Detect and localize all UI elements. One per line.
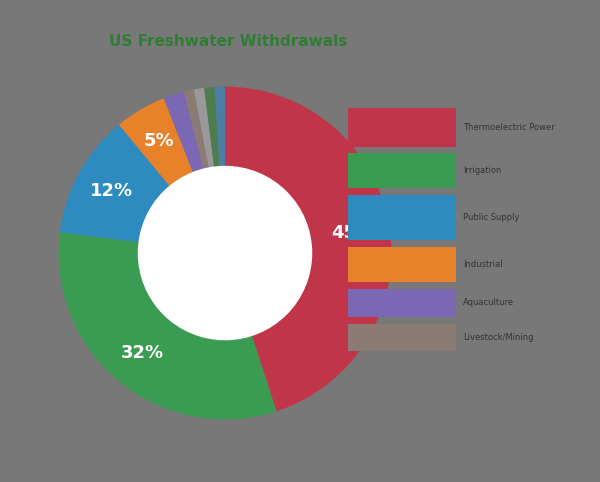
Circle shape	[139, 166, 311, 340]
Text: Aquaculture: Aquaculture	[463, 298, 514, 307]
FancyBboxPatch shape	[348, 323, 456, 351]
Wedge shape	[225, 87, 391, 411]
FancyBboxPatch shape	[348, 108, 456, 147]
Text: 12%: 12%	[89, 182, 133, 200]
Text: Livestock/Mining: Livestock/Mining	[463, 333, 534, 342]
Text: 32%: 32%	[121, 344, 164, 362]
Wedge shape	[215, 87, 225, 253]
Text: Irrigation: Irrigation	[463, 166, 502, 175]
Wedge shape	[164, 92, 225, 253]
FancyBboxPatch shape	[348, 289, 456, 317]
Wedge shape	[119, 98, 225, 253]
FancyBboxPatch shape	[348, 153, 456, 188]
Text: Thermoelectric Power: Thermoelectric Power	[463, 123, 555, 132]
FancyBboxPatch shape	[348, 247, 456, 282]
Text: 45%: 45%	[332, 224, 375, 242]
Wedge shape	[204, 87, 225, 253]
Text: Industrial: Industrial	[463, 260, 503, 269]
Text: US Freshwater Withdrawals: US Freshwater Withdrawals	[109, 34, 347, 49]
Text: 5%: 5%	[143, 132, 174, 150]
Wedge shape	[60, 125, 225, 253]
Wedge shape	[59, 232, 277, 419]
Wedge shape	[194, 88, 225, 253]
Wedge shape	[184, 90, 225, 253]
FancyBboxPatch shape	[348, 195, 456, 240]
Text: Public Supply: Public Supply	[463, 213, 520, 222]
